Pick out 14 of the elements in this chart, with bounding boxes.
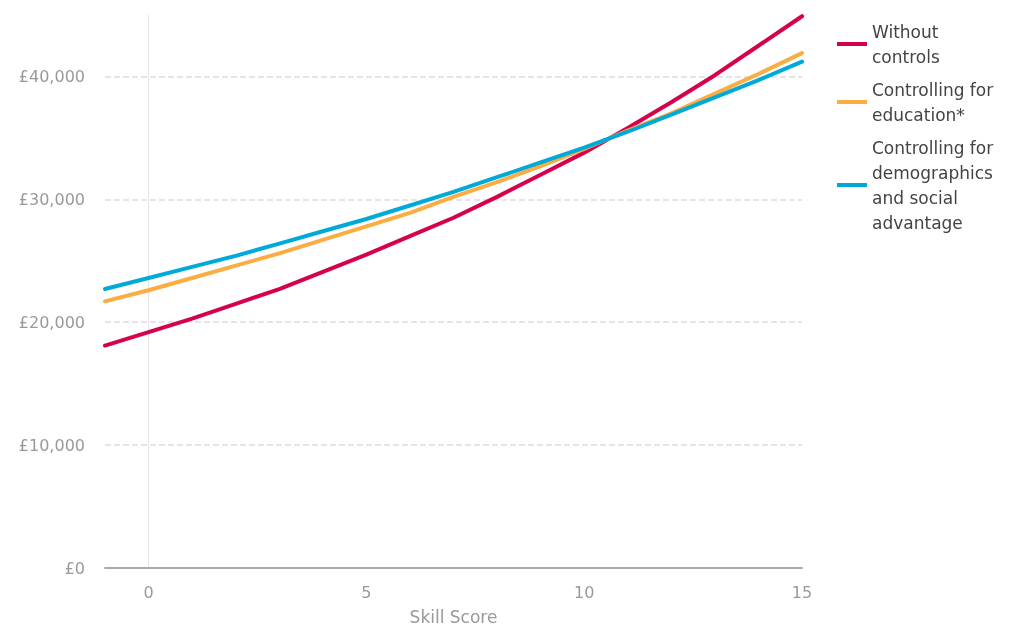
x-axis-title: Skill Score bbox=[409, 606, 498, 627]
y-tick-label: £20,000 bbox=[18, 312, 85, 332]
x-tick-label: 10 bbox=[574, 582, 595, 602]
line-series bbox=[103, 14, 804, 348]
y-tick-label: £30,000 bbox=[18, 189, 85, 209]
y-tick-label: £10,000 bbox=[18, 435, 85, 455]
x-tick-label: 5 bbox=[361, 582, 372, 602]
y-tick-label: £40,000 bbox=[18, 66, 85, 86]
legend-label: Without controls bbox=[872, 21, 944, 67]
legend-label: Controlling for demographics and social advantage bbox=[872, 137, 999, 233]
x-tick-label: 15 bbox=[791, 582, 813, 602]
x-tick-label: 0 bbox=[143, 582, 154, 602]
y-tick-label: £0 bbox=[64, 558, 85, 578]
legend-label: Controlling for education* bbox=[872, 79, 999, 125]
